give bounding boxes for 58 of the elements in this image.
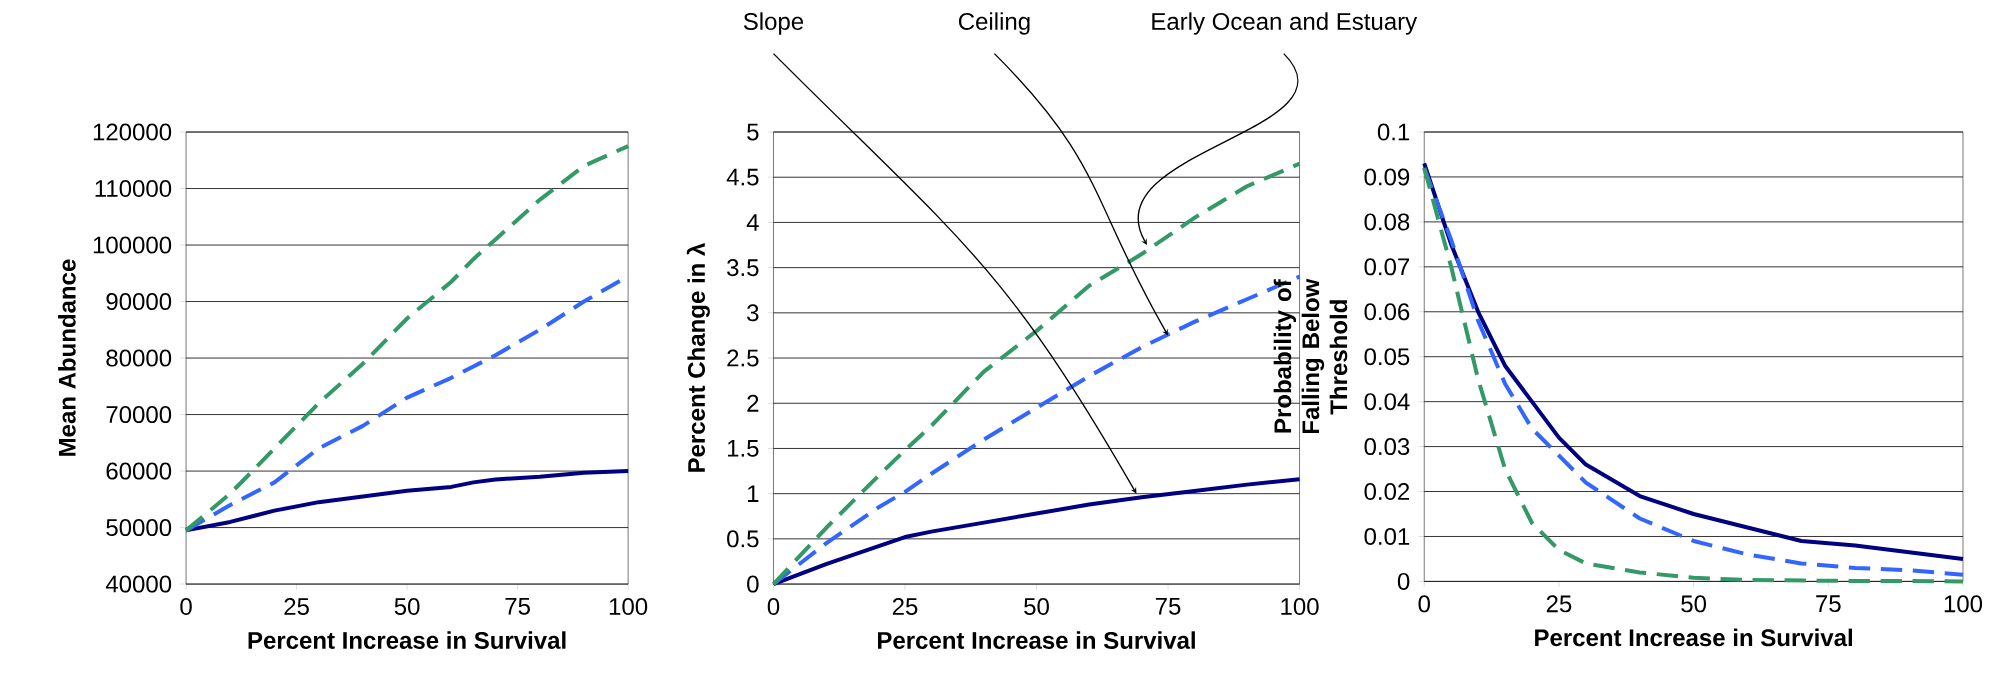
- y-tick-label: 110000: [95, 179, 172, 197]
- y-tick-label: 3.5: [727, 259, 759, 277]
- x-tick-label: 0: [1418, 595, 1430, 613]
- annotation: Early Ocean and Estuary: [1152, 12, 1418, 35]
- x-tick-label: 100: [1944, 595, 1983, 613]
- x-axis-title: Percent Increase in Survival: [878, 631, 1195, 649]
- x-tick-label: 75: [505, 597, 530, 615]
- y-tick-label: 0: [747, 575, 759, 593]
- y-tick-label: 0.07: [1364, 258, 1410, 276]
- x-axis-title: Percent Increase in Survival: [248, 631, 566, 649]
- y-axis-title: Probability of Falling Below Threshold: [1273, 278, 1348, 434]
- x-tick-label: 25: [284, 597, 309, 615]
- y-tick-label: 1.5: [727, 440, 759, 457]
- line-series: [771, 477, 1302, 587]
- y-tick-label: 70000: [106, 406, 172, 423]
- x-tick-label: 50: [1681, 595, 1707, 613]
- y-tick-label: 0.5: [727, 530, 759, 548]
- y-axis-title: Mean Abundance: [58, 259, 76, 456]
- y-tick-label: 90000: [106, 292, 172, 310]
- y-tick-label: 100000: [93, 236, 172, 254]
- y-tick-label: 60000: [106, 462, 172, 480]
- x-axis-title: Percent Increase in Survival: [1535, 628, 1852, 647]
- y-tick-label: 1: [747, 485, 759, 502]
- x-tick-label: 100: [609, 597, 648, 615]
- y-tick-label: 0.02: [1364, 482, 1410, 500]
- x-tick-label: 50: [394, 597, 420, 615]
- y-tick-label: 40000: [105, 575, 172, 593]
- y-tick-label: 0.06: [1364, 303, 1410, 321]
- y-tick-label: 0.01: [1364, 527, 1410, 545]
- y-tick-label: 2.5: [727, 349, 759, 367]
- x-tick-label: 0: [180, 597, 192, 615]
- y-tick-label: 0.08: [1364, 213, 1410, 231]
- y-tick-label: 50000: [106, 519, 172, 537]
- y-tick-label: 0.04: [1364, 393, 1410, 411]
- y-tick-label: 0.09: [1364, 168, 1410, 186]
- line-series: [184, 469, 631, 533]
- y-tick-label: 0.03: [1364, 438, 1410, 456]
- y-axis-title: Percent Change in λ: [686, 242, 710, 472]
- x-tick-label: 75: [1155, 597, 1181, 615]
- x-tick-label: 100: [1281, 597, 1319, 615]
- line-series: [771, 161, 1302, 587]
- y-tick-label: 0.05: [1364, 348, 1410, 366]
- x-tick-label: 25: [1546, 595, 1572, 613]
- y-tick-label: 80000: [106, 349, 172, 367]
- x-tick-label: 75: [1816, 595, 1841, 613]
- y-tick-label: 3: [747, 304, 759, 322]
- y-tick-label: 0.1: [1377, 123, 1410, 141]
- y-tick-label: 4.5: [726, 168, 759, 186]
- x-tick-label: 0: [767, 597, 780, 615]
- y-tick-label: 5: [747, 123, 759, 141]
- y-tick-label: 0: [1397, 572, 1410, 590]
- x-tick-label: 50: [1024, 597, 1049, 615]
- annotation: Slope: [743, 12, 804, 35]
- y-tick-label: 120000: [93, 123, 172, 141]
- annotation: Ceiling: [958, 12, 1030, 35]
- y-tick-label: 4: [746, 214, 759, 231]
- y-tick-label: 2: [747, 394, 759, 412]
- x-tick-label: 25: [892, 597, 918, 615]
